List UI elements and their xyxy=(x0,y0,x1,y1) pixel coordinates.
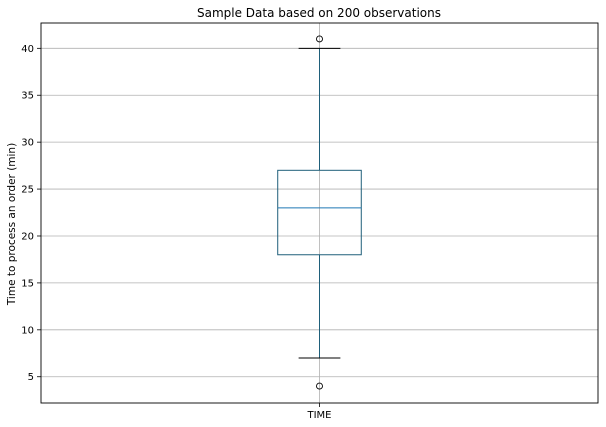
y-axis: 5 10 15 20 25 30 35 40 xyxy=(21,44,41,383)
y-tick-label: 20 xyxy=(21,231,34,242)
outlier-point xyxy=(316,382,323,390)
y-tick-label: 5 xyxy=(28,372,34,383)
y-axis-label: Time to process an order (min) xyxy=(6,143,18,306)
y-tick-label: 15 xyxy=(21,278,34,289)
outlier-point xyxy=(316,35,323,43)
y-tick-label: 30 xyxy=(21,138,34,149)
x-tick-label: TIME xyxy=(306,410,331,421)
plot-area xyxy=(277,35,362,390)
y-tick-label: 25 xyxy=(21,185,34,196)
y-tick-label: 35 xyxy=(21,91,34,102)
x-axis: TIME xyxy=(306,403,332,421)
y-tick-label: 10 xyxy=(21,325,34,336)
y-tick-label: 40 xyxy=(21,44,34,55)
iqr-box xyxy=(277,169,362,256)
plot-frame xyxy=(40,22,599,404)
chart-title: Sample Data based on 200 observations xyxy=(197,6,441,20)
